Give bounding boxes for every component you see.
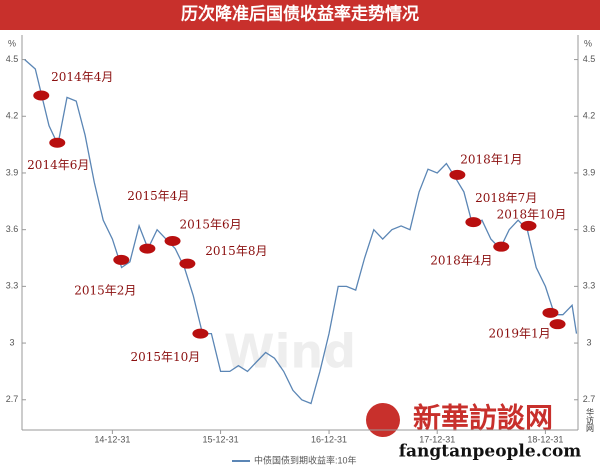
annotation-marker bbox=[164, 236, 181, 247]
annotation-marker bbox=[49, 137, 66, 148]
annotation-label: 2015年10月 bbox=[131, 350, 201, 364]
annotation-label: 2018年4月 bbox=[430, 254, 492, 268]
annotation-marker bbox=[139, 243, 156, 254]
logo-url: fangtanpeople.com bbox=[399, 442, 582, 462]
y-tick-label: 4.2 bbox=[6, 111, 19, 121]
x-tick-label: 15-12-31 bbox=[203, 434, 239, 444]
annotation-label: 2015年2月 bbox=[74, 283, 136, 297]
annotation-label: 2018年1月 bbox=[460, 152, 522, 166]
y-unit: % bbox=[8, 38, 16, 48]
y2-tick-label: 3 bbox=[586, 337, 591, 347]
logo-name: 新華訪談网 bbox=[413, 402, 553, 435]
x-tick-label: 18-12-31 bbox=[527, 434, 563, 444]
annotation-marker bbox=[465, 217, 482, 228]
annotation-marker bbox=[449, 169, 466, 180]
x-tick-label: 17-12-31 bbox=[419, 434, 455, 444]
y-tick-label: 3.6 bbox=[6, 224, 19, 234]
chart-title: 历次降准后国债收益率走势情况 bbox=[181, 4, 419, 25]
legend-label: 中债国债到期收益率:10年 bbox=[254, 454, 357, 465]
y2-tick-label: 3.6 bbox=[583, 224, 596, 234]
y-tick-label: 4.5 bbox=[6, 54, 19, 64]
annotation-label: 2014年6月 bbox=[27, 158, 89, 172]
y-tick-label: 3 bbox=[9, 337, 14, 347]
annotation-marker bbox=[113, 254, 130, 265]
annotation-marker bbox=[33, 90, 50, 101]
annotation-label: 2014年4月 bbox=[51, 70, 113, 84]
y-tick-label: 2.7 bbox=[6, 394, 19, 404]
y2-tick-label: 4.5 bbox=[583, 54, 596, 64]
watermark: Wind bbox=[224, 325, 356, 379]
logo: 新華訪談网 fangtanpeople.com 华访网 bbox=[366, 402, 595, 462]
title-bar bbox=[0, 0, 600, 30]
annotation-marker bbox=[542, 307, 559, 318]
y2-tick-label: 2.7 bbox=[583, 394, 596, 404]
annotation-marker bbox=[549, 319, 566, 330]
logo-icon bbox=[366, 403, 400, 437]
y2-tick-label: 3.9 bbox=[583, 167, 596, 177]
annotation-marker bbox=[520, 220, 537, 231]
annotation-marker bbox=[493, 241, 510, 252]
y-tick-label: 3.9 bbox=[6, 167, 19, 177]
logo-mark: 华访网 bbox=[586, 407, 595, 433]
x-tick-label: 16-12-31 bbox=[311, 434, 347, 444]
y-tick-label: 3.3 bbox=[6, 281, 19, 291]
annotation-marker bbox=[179, 258, 196, 269]
annotation-label: 2019年1月 bbox=[488, 327, 550, 341]
annotation-label: 2018年10月 bbox=[497, 207, 567, 221]
y2-tick-label: 4.2 bbox=[583, 111, 596, 121]
annotation-marker bbox=[192, 328, 209, 339]
annotation-label: 2015年4月 bbox=[127, 189, 189, 203]
annotation-label: 2015年8月 bbox=[205, 244, 267, 258]
series-line bbox=[24, 59, 578, 405]
annotation-label: 2018年7月 bbox=[475, 191, 537, 205]
y2-tick-label: 3.3 bbox=[583, 281, 596, 291]
y2-unit: % bbox=[584, 38, 592, 48]
x-tick-label: 14-12-31 bbox=[94, 434, 130, 444]
annotation-label: 2015年6月 bbox=[179, 218, 241, 232]
